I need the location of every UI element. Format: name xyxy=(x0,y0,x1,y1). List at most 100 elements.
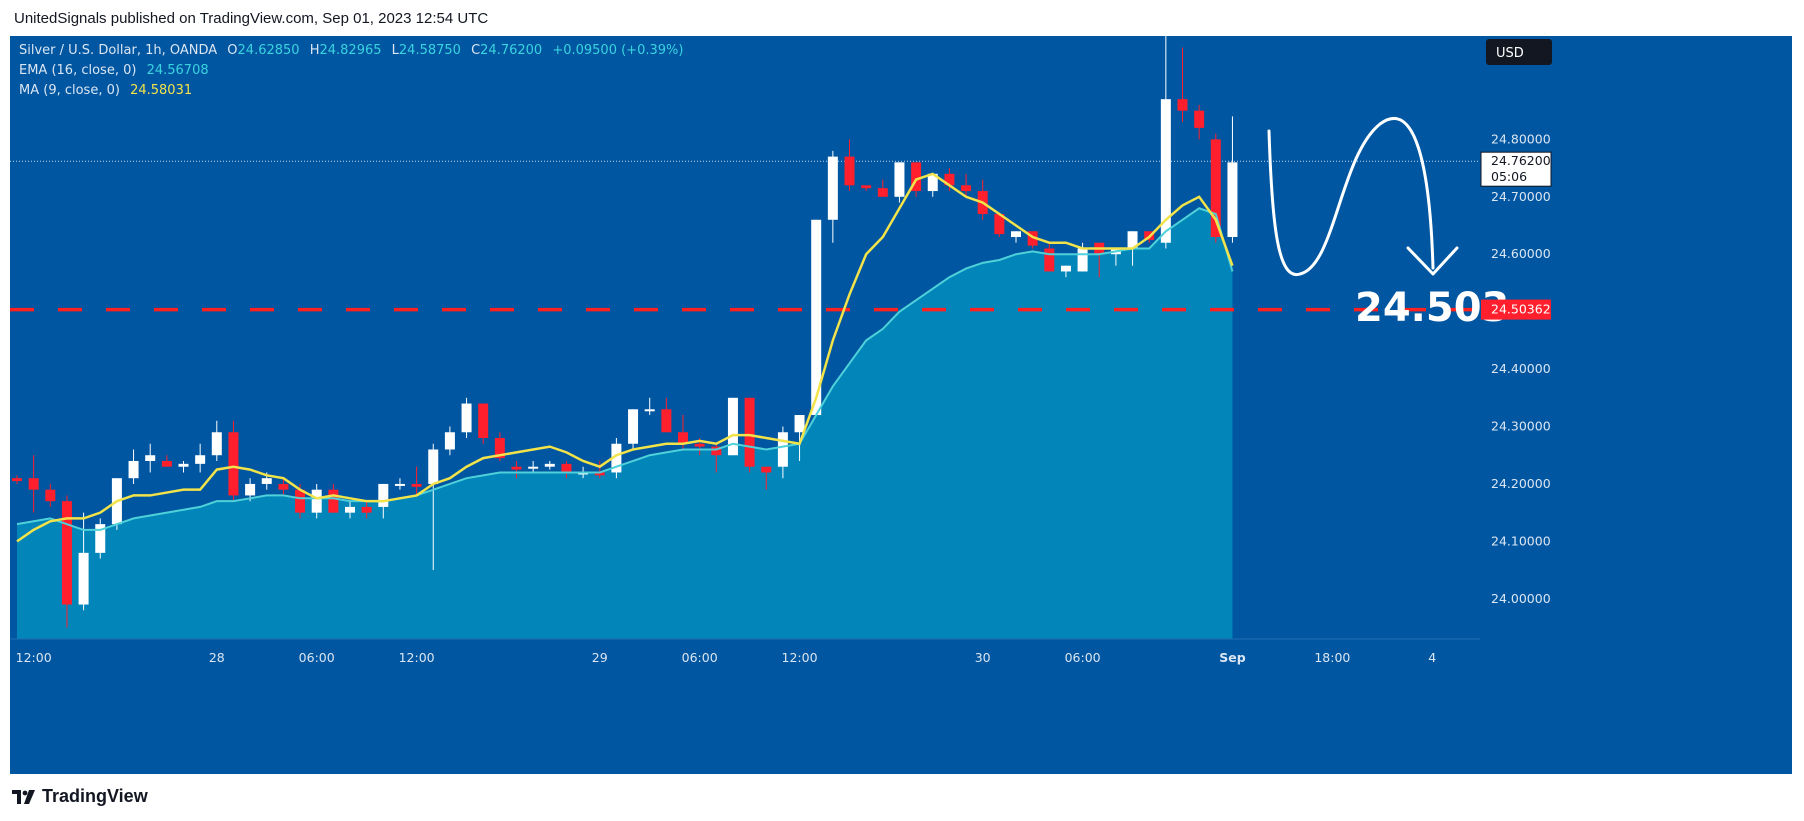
legend-h-value: 24.82965 xyxy=(319,43,381,58)
candle xyxy=(228,420,239,502)
candle-body xyxy=(345,506,355,513)
candle xyxy=(428,443,439,571)
candle-body xyxy=(911,162,922,192)
time-tick-label: 29 xyxy=(592,650,608,665)
time-tick-label: 28 xyxy=(209,650,225,665)
legend-ema-label: EMA (16, close, 0) xyxy=(19,63,136,78)
candle-body xyxy=(311,489,322,513)
legend-change: +0.09500 (+0.39%) xyxy=(552,43,683,58)
candle-body xyxy=(961,185,972,192)
currency-button[interactable]: USD xyxy=(1486,39,1552,65)
candle-body xyxy=(394,483,405,486)
candle-body xyxy=(378,483,389,507)
candle xyxy=(1027,231,1038,249)
candle-body xyxy=(678,432,688,444)
legend-o-label: O xyxy=(227,43,237,58)
candle xyxy=(944,168,955,192)
candle-body xyxy=(844,156,855,186)
projection-arrow xyxy=(1267,116,1435,277)
candle xyxy=(894,162,905,203)
price-axis[interactable]: 24.00000 24.10000 24.20000 24.30000 24.40000… xyxy=(1491,131,1551,605)
candle xyxy=(478,403,489,444)
time-axis[interactable]: 12:00 28 06:00 12:00 29 06:00 12:00 30 06:00 Sep 1… xyxy=(10,638,1480,665)
candle-body xyxy=(927,173,938,192)
price-tick-label: 24.80000 xyxy=(1491,131,1551,146)
candle-body xyxy=(1027,231,1038,246)
candle-body xyxy=(1127,231,1138,249)
legend-ma: MA (9, close, 0) 24.58031 xyxy=(19,83,192,98)
target-price-value: 24.50362 xyxy=(1491,302,1551,317)
time-tick-label: 18:00 xyxy=(1314,650,1350,665)
candle-body xyxy=(145,455,156,461)
candle xyxy=(927,173,938,197)
candle xyxy=(1177,47,1188,123)
candle-body xyxy=(727,397,738,456)
candle xyxy=(994,214,1005,237)
candle xyxy=(528,460,539,473)
candle xyxy=(278,478,289,496)
candle-body xyxy=(544,463,555,467)
candles xyxy=(12,36,1238,628)
candle xyxy=(661,397,672,433)
candle-body xyxy=(444,432,455,450)
candle-body xyxy=(95,524,106,553)
candle-body xyxy=(794,415,805,433)
legend-ema: EMA (16, close, 0) 24.56708 xyxy=(19,63,209,78)
candle xyxy=(28,455,39,513)
publisher-header: UnitedSignals published on TradingView.c… xyxy=(14,10,489,27)
candle-body xyxy=(61,501,72,605)
candle xyxy=(861,185,872,192)
candle-body xyxy=(295,489,306,513)
candle-body xyxy=(411,483,422,487)
candle xyxy=(95,518,106,559)
candle xyxy=(195,443,206,473)
currency-label: USD xyxy=(1496,46,1524,61)
candle xyxy=(544,460,555,470)
candle xyxy=(211,420,222,461)
legend-symbol: Silver / U.S. Dollar, 1h, OANDA xyxy=(19,43,217,58)
candle-body xyxy=(861,185,872,189)
candle xyxy=(961,173,972,197)
candle-body xyxy=(511,466,522,470)
legend-l-label: L xyxy=(392,43,400,58)
candle-body xyxy=(561,463,572,473)
candle-body xyxy=(428,449,439,484)
candle xyxy=(811,219,822,416)
candle-body xyxy=(261,478,272,484)
target-price-label: 24.50362 xyxy=(1481,299,1551,320)
candle-body xyxy=(478,403,489,438)
candle-body xyxy=(944,173,955,186)
time-tick-label: 12:00 xyxy=(16,650,52,665)
candle-body xyxy=(328,489,339,513)
candle-body xyxy=(1044,248,1055,272)
candle xyxy=(361,501,372,519)
candle-body xyxy=(1011,231,1021,237)
legend-ma-value: 24.58031 xyxy=(130,83,192,98)
candle xyxy=(394,478,405,490)
candle xyxy=(1160,36,1171,249)
tradingview-brand: TradingView xyxy=(42,786,148,806)
ema-16-line xyxy=(16,207,1234,531)
candle xyxy=(594,460,605,479)
candle-body xyxy=(45,489,56,502)
price-tick-label: 24.20000 xyxy=(1491,476,1551,491)
candle-body xyxy=(361,506,372,513)
candle xyxy=(461,397,472,438)
ema-area-fill xyxy=(17,208,1233,640)
candle xyxy=(12,475,22,484)
price-chart[interactable]: 24.503 Silver / U.S. Dollar, 1h, OANDA O… xyxy=(10,36,1792,774)
chart-frame[interactable]: 24.503 Silver / U.S. Dollar, 1h, OANDA O… xyxy=(10,36,1792,774)
time-tick-label: 06:00 xyxy=(682,650,718,665)
candle-body xyxy=(1227,162,1238,237)
candle xyxy=(777,426,788,479)
candle-body xyxy=(611,443,622,473)
candle-body xyxy=(761,466,772,473)
candle xyxy=(827,150,838,243)
candle xyxy=(411,466,422,496)
legend-ema-value: 24.56708 xyxy=(147,63,209,78)
candle-body xyxy=(628,409,639,444)
ma-9-line xyxy=(16,172,1234,543)
candle-body xyxy=(28,478,39,490)
candle-body xyxy=(711,446,722,456)
legend-ma-label: MA (9, close, 0) xyxy=(19,83,120,98)
